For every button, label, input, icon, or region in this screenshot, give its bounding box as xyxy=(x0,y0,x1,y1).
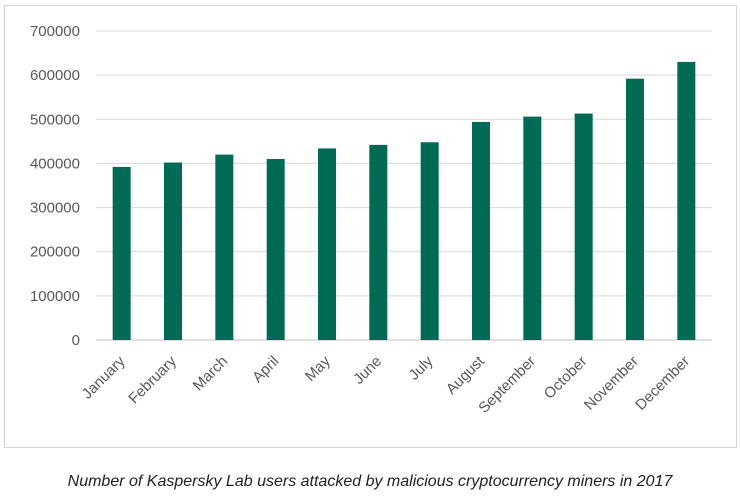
grid-layer xyxy=(96,30,712,341)
y-tick-label: 300000 xyxy=(30,200,80,217)
bar-september xyxy=(523,116,542,340)
bar-october xyxy=(574,113,593,340)
y-tick-label: 500000 xyxy=(30,111,80,128)
bar-january xyxy=(112,166,131,340)
x-tick-label: May xyxy=(302,352,334,384)
y-tick-label: 400000 xyxy=(30,155,80,172)
bar-chart: 0 100000 200000 300000 400000 500000 600000 700… xyxy=(30,23,712,417)
bar-november xyxy=(626,78,644,340)
bars xyxy=(112,61,696,341)
bar-december xyxy=(677,61,696,341)
x-tick-label: January xyxy=(79,352,129,402)
bar-april xyxy=(266,159,285,340)
x-tick-label: July xyxy=(406,352,437,383)
y-tick-label: 100000 xyxy=(30,288,80,305)
x-tick-label: November xyxy=(581,353,642,414)
y-axis-ticks: 0 100000 200000 300000 400000 500000 600000 700… xyxy=(30,23,80,349)
bar-may xyxy=(318,148,336,340)
bar-august xyxy=(472,121,490,340)
bar-march xyxy=(215,154,234,340)
x-tick-label: June xyxy=(350,353,385,388)
x-tick-label: August xyxy=(443,352,489,398)
bar-february xyxy=(164,162,182,340)
x-tick-label: February xyxy=(125,352,180,407)
y-tick-label: 700000 xyxy=(30,23,80,40)
y-tick-label: 600000 xyxy=(30,67,80,84)
bar-june xyxy=(369,144,388,340)
x-tick-label: October xyxy=(541,353,591,403)
x-tick-label: March xyxy=(190,353,231,394)
bar-july xyxy=(420,142,439,340)
x-tick-label: April xyxy=(249,353,282,386)
y-tick-label: 200000 xyxy=(30,244,80,261)
x-tick-label: December xyxy=(632,353,693,414)
chart-caption: Number of Kaspersky Lab users attacked b… xyxy=(67,473,673,490)
y-tick-label: 0 xyxy=(72,332,80,349)
